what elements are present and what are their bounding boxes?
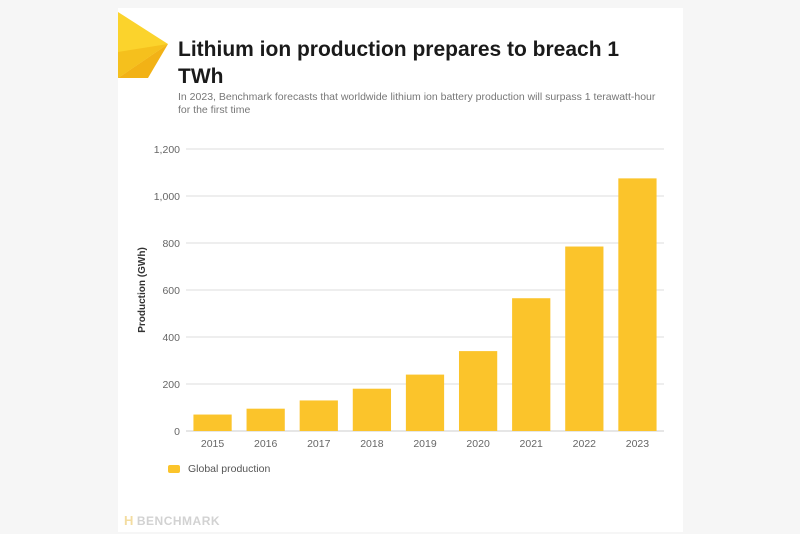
x-tick-label: 2023 <box>626 438 650 450</box>
x-tick-label: 2017 <box>307 438 331 450</box>
legend-swatch <box>168 465 180 473</box>
x-tick-label: 2016 <box>254 438 278 450</box>
chart-subtitle: In 2023, Benchmark forecasts that worldw… <box>178 91 656 116</box>
y-tick-label: 800 <box>162 238 180 250</box>
legend: Global production <box>168 463 270 475</box>
x-tick-label: 2020 <box>466 438 490 450</box>
x-tick-label: 2021 <box>520 438 544 450</box>
bar <box>618 178 657 431</box>
bar <box>246 408 285 431</box>
benchmark-mark-icon: H <box>124 513 134 528</box>
bar <box>565 246 604 431</box>
bar <box>512 298 551 431</box>
chart-title: Lithium ion production prepares to breac… <box>178 38 620 88</box>
bar <box>352 388 392 431</box>
brand-footer: H BENCHMARK <box>124 513 220 528</box>
x-tick-label: 2018 <box>360 438 384 450</box>
brand-name: BENCHMARK <box>136 513 221 528</box>
bar <box>405 374 445 431</box>
bar <box>458 351 498 431</box>
y-axis-label: Production (GWh) <box>137 247 148 333</box>
x-tick-label: 2022 <box>573 438 597 450</box>
y-tick-label: 400 <box>162 332 180 344</box>
benchmark-logo-icon <box>118 12 168 78</box>
bar <box>299 400 338 431</box>
y-tick-label: 200 <box>162 379 180 391</box>
y-tick-label: 600 <box>162 285 180 297</box>
y-tick-label: 1,000 <box>154 191 180 203</box>
y-tick-label: 0 <box>174 426 180 438</box>
x-tick-label: 2015 <box>201 438 225 450</box>
y-tick-label: 1,200 <box>154 144 180 156</box>
x-tick-label: 2019 <box>413 438 437 450</box>
bar <box>193 414 232 431</box>
legend-label: Global production <box>188 463 271 475</box>
